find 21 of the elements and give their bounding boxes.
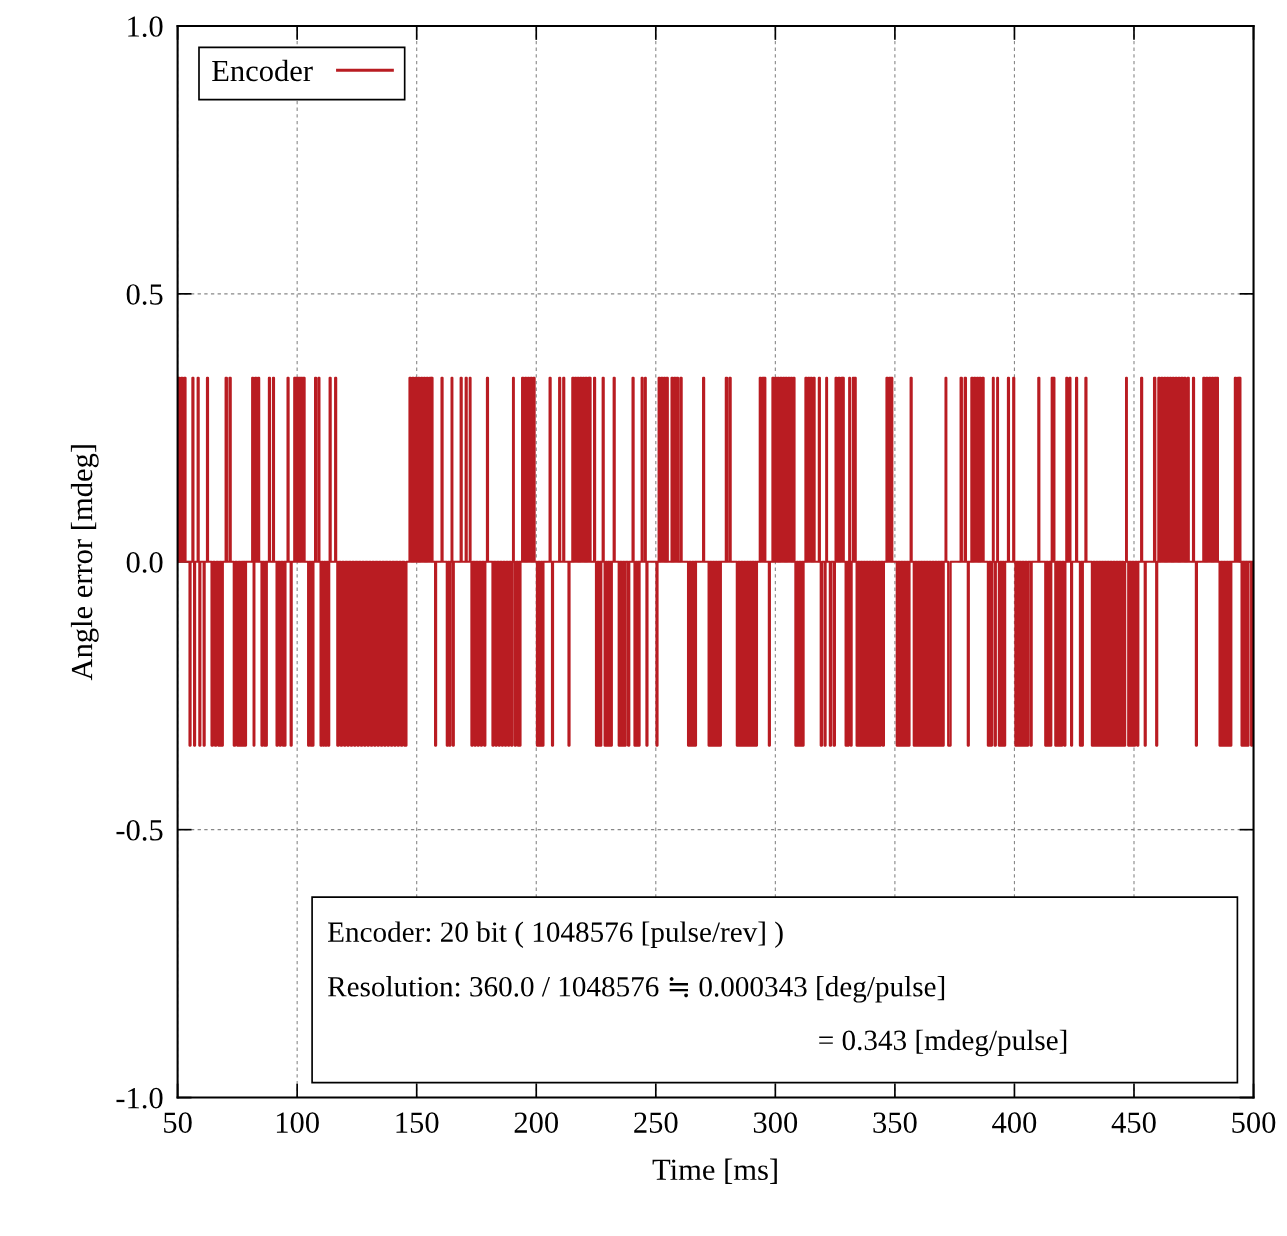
x-tick-label: 300 — [753, 1112, 798, 1133]
x-tick-label: 350 — [873, 1112, 917, 1133]
y-axis-title: Angle error [mdeg] — [70, 445, 99, 681]
x-tick-label: 400 — [992, 1112, 1037, 1133]
x-tick-label: 150 — [396, 1112, 439, 1133]
legend-label: Encoder — [212, 59, 313, 82]
y-tick-label: -1.0 — [116, 1087, 163, 1109]
y-tick-label: 1.0 — [128, 16, 163, 37]
annotation: Resolution: 360.0 / 1048576 ≒ 0.000343 [deg/pulse] — [328, 976, 945, 1003]
x-tick-label: 500 — [1232, 1112, 1276, 1133]
x-tick-label: 200 — [514, 1112, 558, 1133]
y-tick-label: -0.5 — [116, 819, 163, 841]
x-axis-title: Time [ms] — [652, 1158, 777, 1184]
annotation: = 0.343 [mdeg/pulse] — [819, 1029, 1067, 1057]
y-tick-label: 0.0 — [126, 552, 163, 573]
annotation: Encoder: 20 bit ( 1048576 [pulse/rev] ) — [328, 921, 783, 948]
x-tick-label: 100 — [276, 1112, 319, 1133]
y-tick-label: 0.5 — [126, 284, 163, 305]
x-tick-label: 50 — [164, 1112, 192, 1133]
x-tick-label: 250 — [634, 1112, 678, 1133]
x-tick-label: 450 — [1111, 1112, 1156, 1133]
